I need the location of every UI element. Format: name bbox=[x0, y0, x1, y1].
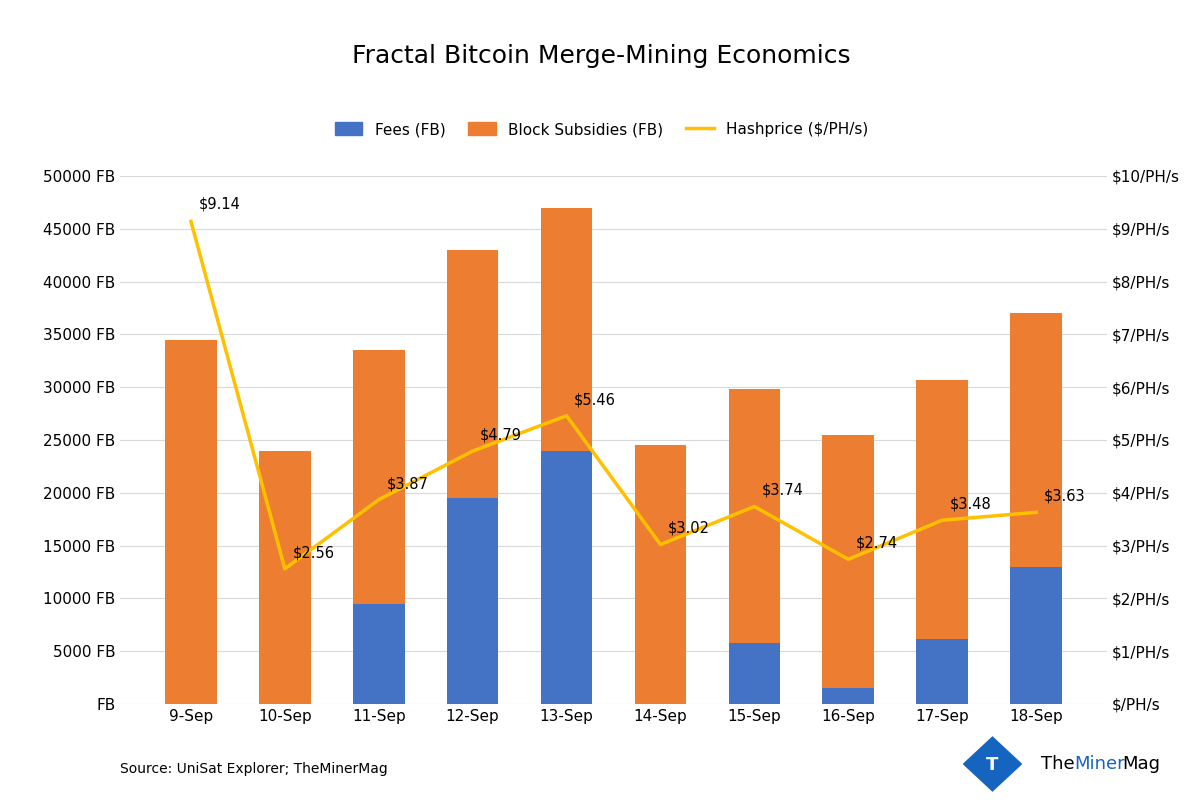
Hashprice ($/PH/s) bbox=[559, 411, 574, 421]
Hashprice ($/PH/s) bbox=[1029, 507, 1043, 517]
Bar bbox=[729, 390, 781, 642]
Hashprice ($/PH/s) bbox=[372, 495, 386, 505]
Bar bbox=[446, 498, 498, 704]
Text: Fractal Bitcoin Merge-Mining Economics: Fractal Bitcoin Merge-Mining Economics bbox=[352, 44, 851, 68]
Bar bbox=[729, 642, 781, 704]
Bar bbox=[823, 688, 875, 704]
Bar bbox=[823, 434, 875, 688]
Bar bbox=[917, 638, 968, 704]
Hashprice ($/PH/s) bbox=[466, 446, 480, 456]
Bar bbox=[541, 208, 592, 450]
Bar bbox=[1011, 314, 1062, 566]
Bar bbox=[165, 340, 217, 704]
Text: $2.74: $2.74 bbox=[855, 536, 897, 550]
Text: Mag: Mag bbox=[1122, 755, 1161, 773]
Bar bbox=[259, 450, 310, 704]
Bar bbox=[541, 450, 592, 704]
Bar bbox=[1011, 566, 1062, 704]
Bar bbox=[352, 350, 404, 604]
Bar bbox=[352, 604, 404, 704]
Text: Source: UniSat Explorer; TheMinerMag: Source: UniSat Explorer; TheMinerMag bbox=[120, 762, 389, 776]
Legend: Fees (FB), Block Subsidies (FB), Hashprice ($/PH/s): Fees (FB), Block Subsidies (FB), Hashpri… bbox=[328, 116, 875, 143]
Text: The: The bbox=[1041, 755, 1074, 773]
Text: $3.48: $3.48 bbox=[949, 497, 991, 512]
Line: Hashprice ($/PH/s): Hashprice ($/PH/s) bbox=[191, 222, 1036, 569]
Hashprice ($/PH/s) bbox=[747, 502, 761, 511]
Text: T: T bbox=[986, 756, 998, 774]
Text: $3.63: $3.63 bbox=[1044, 489, 1085, 504]
Text: $2.56: $2.56 bbox=[292, 546, 334, 560]
Text: Miner: Miner bbox=[1074, 755, 1125, 773]
Text: $3.87: $3.87 bbox=[386, 476, 428, 491]
Text: $5.46: $5.46 bbox=[574, 392, 616, 407]
Hashprice ($/PH/s) bbox=[184, 217, 198, 226]
Text: $3.74: $3.74 bbox=[761, 483, 804, 498]
Text: $3.02: $3.02 bbox=[668, 521, 710, 536]
Bar bbox=[635, 446, 686, 704]
Hashprice ($/PH/s) bbox=[935, 515, 949, 525]
Polygon shape bbox=[964, 737, 1021, 791]
Bar bbox=[917, 380, 968, 638]
Text: $9.14: $9.14 bbox=[198, 196, 241, 211]
Hashprice ($/PH/s) bbox=[278, 564, 292, 574]
Text: $4.79: $4.79 bbox=[480, 427, 522, 442]
Hashprice ($/PH/s) bbox=[841, 554, 855, 564]
Hashprice ($/PH/s) bbox=[653, 540, 668, 550]
Bar bbox=[446, 250, 498, 498]
